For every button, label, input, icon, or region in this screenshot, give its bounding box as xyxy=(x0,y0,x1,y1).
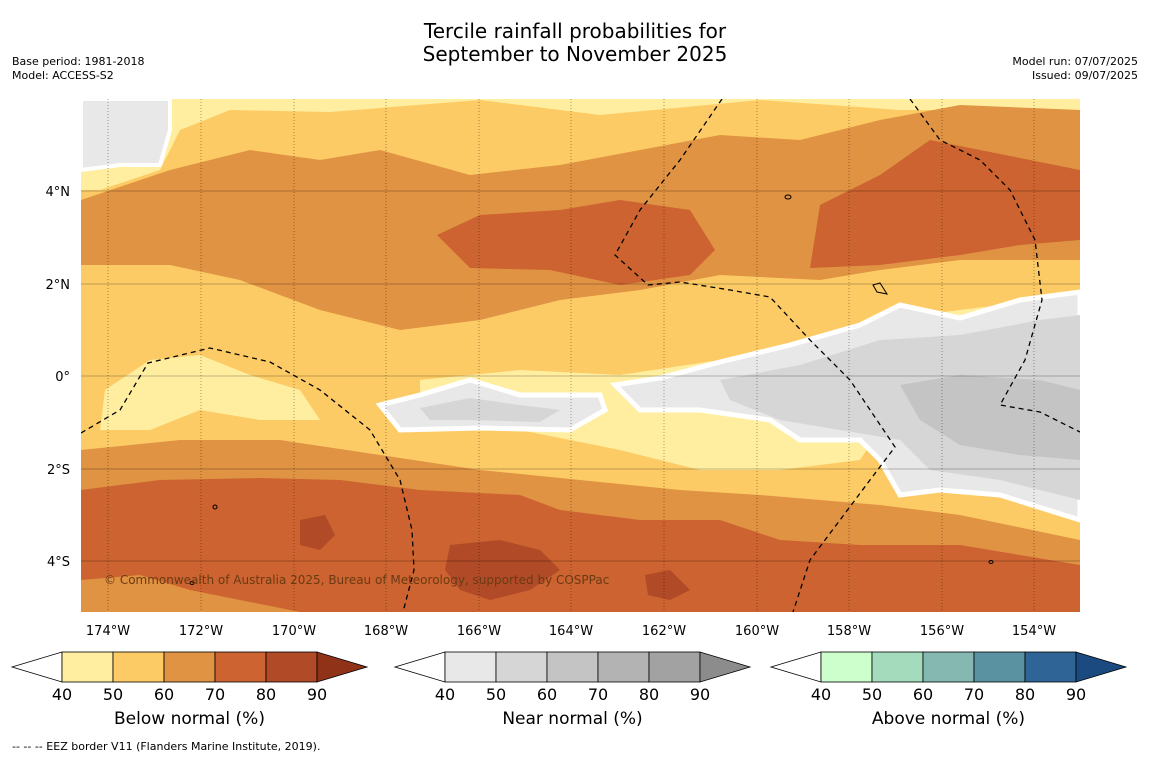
colorbar-segment xyxy=(1024,651,1077,683)
colorbar-segment xyxy=(214,651,267,683)
colorbar-segment xyxy=(163,651,216,683)
colorbar-tick-label: 60 xyxy=(154,685,174,704)
lon-label: 164°W xyxy=(549,624,593,639)
colorbar-segment xyxy=(648,651,701,683)
fill-below-80-90-patch-3 xyxy=(645,570,690,600)
fill-near-50-60-west xyxy=(420,398,560,422)
colorbar-segment xyxy=(597,651,650,683)
fill-near-50-60-east xyxy=(720,315,1080,500)
colorbar-tick-label: 80 xyxy=(256,685,276,704)
colorbar-tick-label: 80 xyxy=(639,685,659,704)
colorbar-tick-label: 40 xyxy=(435,685,455,704)
lon-label: 172°W xyxy=(179,624,223,639)
lat-label: 4°N xyxy=(46,185,71,200)
colorbar-near-normal: 40 50 60 70 80 90 xyxy=(393,651,752,704)
colorbar-below-normal: 40 50 60 70 80 90 xyxy=(10,651,369,704)
colorbar-tick-label: 50 xyxy=(103,685,123,704)
lat-label: 0° xyxy=(55,370,70,385)
lon-label: 154°W xyxy=(1012,624,1056,639)
fill-below-80-90-patch-1 xyxy=(300,515,335,550)
lon-label: 158°W xyxy=(827,624,871,639)
colorbar-segment xyxy=(871,651,924,683)
colorbar-segment xyxy=(922,651,975,683)
run-info: Model run: 07/07/2025 Issued: 09/07/2025 xyxy=(1012,55,1138,83)
lat-label: 2°N xyxy=(46,278,71,293)
lon-label: 170°W xyxy=(272,624,316,639)
lon-label: 166°W xyxy=(457,624,501,639)
title-line-2: September to November 2025 xyxy=(422,42,728,66)
model-run: Model run: 07/07/2025 xyxy=(1012,55,1138,68)
colorbar-tick-label: 60 xyxy=(913,685,933,704)
latitude-gridlines xyxy=(81,190,1080,562)
colorbar-tick-label: 70 xyxy=(588,685,608,704)
colorbar-extend-low xyxy=(393,651,446,683)
lon-label: 162°W xyxy=(642,624,686,639)
colorbar-extend-low xyxy=(769,651,822,683)
colorbar-segment xyxy=(265,651,318,683)
colorbar-above-normal: 40 50 60 70 80 90 xyxy=(769,651,1128,704)
fill-near-60-70-east xyxy=(900,375,1080,460)
colorbar-segment xyxy=(973,651,1026,683)
probability-map xyxy=(81,99,1080,612)
lat-label: 2°S xyxy=(47,463,70,478)
colorbar-segment xyxy=(444,651,497,683)
issued-date: Issued: 09/07/2025 xyxy=(1031,69,1138,82)
fill-below-70-80-south xyxy=(81,478,1080,612)
islands xyxy=(189,194,994,585)
lon-label: 168°W xyxy=(364,624,408,639)
fill-below-40-50-west xyxy=(100,355,320,430)
fill-below-60-70-sw xyxy=(81,575,300,612)
colorbar-tick-label: 90 xyxy=(307,685,327,704)
fill-below-80-90-patch-2 xyxy=(445,540,560,600)
fill-below-70-80-central-north xyxy=(437,200,715,285)
colorbar-caption-below: Below normal (%) xyxy=(114,709,265,729)
colorbar-caption-near: Near normal (%) xyxy=(502,709,643,729)
lon-label: 160°W xyxy=(735,624,779,639)
colorbar-caption-above: Above normal (%) xyxy=(871,709,1026,729)
colorbar-extend-high xyxy=(316,651,369,683)
colorbar-extend-low xyxy=(10,651,63,683)
colorbar-segment xyxy=(546,651,599,683)
lon-label: 174°W xyxy=(86,624,130,639)
lat-label: 4°S xyxy=(47,555,70,570)
fill-near-40-50-nw xyxy=(81,99,172,173)
colorbar-tick-label: 90 xyxy=(690,685,710,704)
colorbar-segment xyxy=(61,651,114,683)
colorbar-extend-high xyxy=(699,651,752,683)
colorbar-extend-high xyxy=(1075,651,1128,683)
eez-footnote: -- -- -- EEZ border V11 (Flanders Marine… xyxy=(12,740,321,753)
colorbar-segment xyxy=(112,651,165,683)
colorbar-tick-label: 50 xyxy=(486,685,506,704)
colorbar-segment xyxy=(820,651,873,683)
lon-label: 156°W xyxy=(920,624,964,639)
lat-axis-labels: 4°N 2°N 0° 2°S 4°S xyxy=(46,185,71,570)
colorbar-tick-label: 90 xyxy=(1066,685,1086,704)
colorbar-tick-label: 40 xyxy=(811,685,831,704)
colorbar-tick-label: 70 xyxy=(205,685,225,704)
colorbar-tick-label: 50 xyxy=(862,685,882,704)
model-info: Base period: 1981-2018 Model: ACCESS-S2 xyxy=(12,55,144,83)
colorbar-tick-label: 60 xyxy=(537,685,557,704)
copyright-text: © Commonwealth of Australia 2025, Bureau… xyxy=(104,573,609,587)
colorbar-tick-label: 40 xyxy=(52,685,72,704)
eez-borders xyxy=(81,99,1080,612)
colorbar-tick-label: 70 xyxy=(964,685,984,704)
fill-below-70-80-ne xyxy=(810,140,1080,268)
base-period: Base period: 1981-2018 xyxy=(12,55,145,68)
model-name: Model: ACCESS-S2 xyxy=(12,69,114,82)
colorbar-tick-label: 80 xyxy=(1015,685,1035,704)
lon-axis-labels: 174°W 172°W 170°W 168°W 166°W 164°W 162°… xyxy=(86,624,1056,639)
colorbar-segment xyxy=(495,651,548,683)
title-line-1: Tercile rainfall probabilities for xyxy=(423,19,727,43)
